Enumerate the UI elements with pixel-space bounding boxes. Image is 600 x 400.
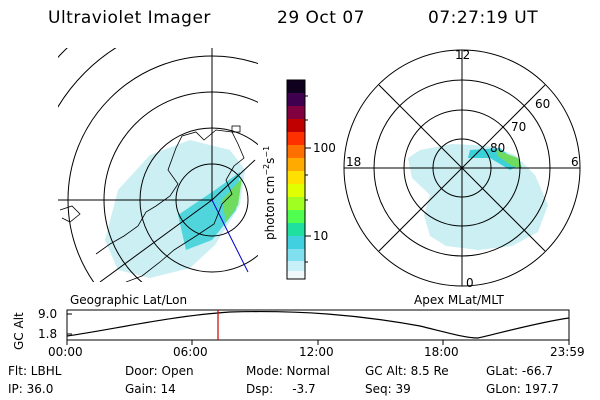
mlt-label-0: 0 bbox=[466, 276, 474, 290]
status-door: Door: Open bbox=[125, 364, 194, 378]
unit-exp-cm: −2 bbox=[262, 163, 271, 176]
mlat-label-70: 70 bbox=[511, 120, 527, 134]
geo-aurora-peak bbox=[222, 178, 242, 222]
geographic-panel-label: Geographic Lat/Lon bbox=[70, 293, 188, 307]
unit-exp-s: −1 bbox=[262, 145, 271, 158]
colorbar-seg bbox=[287, 119, 305, 132]
altitude-plot bbox=[66, 309, 570, 345]
colorbar-seg bbox=[287, 106, 305, 119]
colorbar-seg bbox=[287, 145, 305, 158]
mlt-label-18: 18 bbox=[346, 155, 362, 169]
geo-subsolar-line bbox=[211, 199, 249, 273]
altitude-xtick-0000: 00:00 bbox=[48, 345, 83, 359]
status-glon: GLon: 197.7 bbox=[486, 382, 559, 396]
colorbar-seg bbox=[287, 197, 305, 210]
apex-aurora-core bbox=[468, 148, 520, 170]
observation-date: 29 Oct 07 bbox=[277, 8, 365, 28]
colorbar-seg bbox=[287, 184, 305, 197]
antarctic-coastline bbox=[59, 129, 245, 282]
colorbar bbox=[286, 79, 311, 280]
colorbar-tick-label-100: 100 bbox=[313, 141, 336, 155]
status-dsp: Dsp: -3.7 bbox=[246, 382, 316, 396]
altitude-xtick-1800: 18:00 bbox=[424, 345, 459, 359]
apex-map bbox=[343, 49, 581, 287]
status-glat: GLat: -66.7 bbox=[486, 364, 553, 378]
colorbar-seg bbox=[287, 93, 305, 106]
apex-panel-label: Apex MLat/MLT bbox=[414, 293, 504, 307]
status-mode: Mode: Normal bbox=[246, 364, 330, 378]
colorbar-seg bbox=[287, 132, 305, 145]
apex-mlt-line bbox=[378, 84, 546, 252]
unit-seconds: s bbox=[263, 157, 277, 164]
colorbar-seg bbox=[287, 210, 305, 223]
colorbar-seg bbox=[287, 271, 305, 279]
colorbar-frame bbox=[286, 79, 306, 280]
status-filter: Flt: LBHL bbox=[8, 364, 62, 378]
altitude-xtick-2359: 23:59 bbox=[550, 345, 585, 359]
colorbar-seg bbox=[287, 158, 305, 171]
apex-aurora-emission bbox=[408, 144, 548, 250]
colorbar-seg bbox=[287, 223, 305, 236]
status-ip: IP: 36.0 bbox=[8, 382, 54, 396]
altitude-xtick-1200: 12:00 bbox=[299, 345, 334, 359]
altitude-ytick-high: 9.0 bbox=[38, 307, 58, 321]
colorbar-seg bbox=[287, 171, 305, 184]
colorbar-seg bbox=[287, 249, 305, 261]
mlat-label-80: 80 bbox=[490, 141, 506, 155]
altitude-plot-frame bbox=[66, 309, 570, 341]
colorbar-seg bbox=[287, 80, 305, 93]
status-seq: Seq: 39 bbox=[365, 382, 411, 396]
small-island bbox=[231, 125, 241, 133]
geographic-map bbox=[58, 48, 258, 282]
mlt-label-12: 12 bbox=[455, 48, 471, 62]
colorbar-seg bbox=[287, 236, 305, 249]
mlt-label-6: 6 bbox=[571, 155, 579, 169]
colorbar-unit-label: photon cm−2s−1 bbox=[262, 146, 277, 240]
colorbar-seg bbox=[287, 261, 305, 271]
observation-time: 07:27:19 UT bbox=[428, 8, 539, 28]
colorbar-tick-label-10: 10 bbox=[313, 229, 329, 243]
altitude-curve bbox=[66, 310, 570, 339]
geo-aurora-emission bbox=[105, 140, 245, 278]
altitude-xtick-0600: 06:00 bbox=[173, 345, 208, 359]
altitude-ylabel: GC Alt bbox=[12, 312, 26, 350]
unit-base: photon cm bbox=[263, 175, 277, 240]
geo-lon-line bbox=[211, 159, 256, 201]
altitude-ytick-low: 1.8 bbox=[38, 327, 58, 341]
apex-aurora-peak bbox=[496, 150, 522, 168]
status-gc-alt: GC Alt: 8.5 Re bbox=[365, 364, 449, 378]
geo-lon-line bbox=[99, 199, 213, 282]
status-gain: Gain: 14 bbox=[125, 382, 176, 396]
instrument-title: Ultraviolet Imager bbox=[48, 8, 211, 28]
mlat-label-60: 60 bbox=[535, 97, 551, 111]
